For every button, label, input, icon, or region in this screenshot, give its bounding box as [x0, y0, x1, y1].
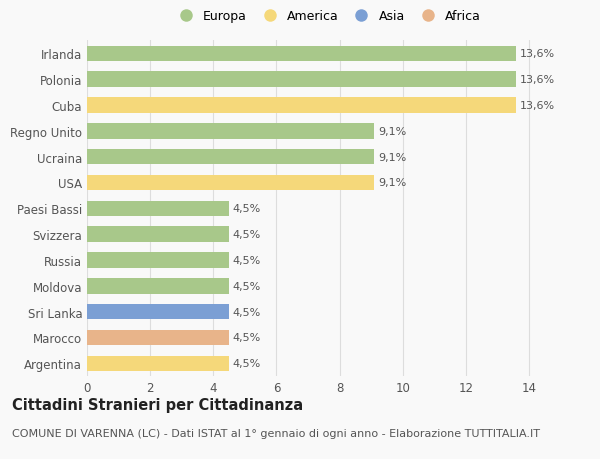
- Text: 9,1%: 9,1%: [378, 152, 406, 162]
- Text: 4,5%: 4,5%: [233, 307, 261, 317]
- Text: 13,6%: 13,6%: [520, 49, 556, 59]
- Bar: [87, 72, 517, 88]
- Legend: Europa, America, Asia, Africa: Europa, America, Asia, Africa: [168, 6, 486, 28]
- Bar: [87, 150, 374, 165]
- Bar: [87, 201, 229, 217]
- Text: Cittadini Stranieri per Cittadinanza: Cittadini Stranieri per Cittadinanza: [12, 397, 303, 412]
- Text: 9,1%: 9,1%: [378, 127, 406, 136]
- Bar: [87, 98, 517, 113]
- Bar: [87, 124, 374, 139]
- Text: 4,5%: 4,5%: [233, 358, 261, 369]
- Bar: [87, 279, 229, 294]
- Bar: [87, 304, 229, 319]
- Text: 4,5%: 4,5%: [233, 230, 261, 240]
- Text: 4,5%: 4,5%: [233, 204, 261, 214]
- Text: 4,5%: 4,5%: [233, 281, 261, 291]
- Text: 13,6%: 13,6%: [520, 101, 556, 111]
- Bar: [87, 330, 229, 346]
- Bar: [87, 46, 517, 62]
- Bar: [87, 175, 374, 191]
- Text: 9,1%: 9,1%: [378, 178, 406, 188]
- Bar: [87, 227, 229, 242]
- Text: 4,5%: 4,5%: [233, 255, 261, 265]
- Text: COMUNE DI VARENNA (LC) - Dati ISTAT al 1° gennaio di ogni anno - Elaborazione TU: COMUNE DI VARENNA (LC) - Dati ISTAT al 1…: [12, 428, 540, 438]
- Text: 4,5%: 4,5%: [233, 333, 261, 343]
- Text: 13,6%: 13,6%: [520, 75, 556, 85]
- Bar: [87, 356, 229, 371]
- Bar: [87, 252, 229, 268]
